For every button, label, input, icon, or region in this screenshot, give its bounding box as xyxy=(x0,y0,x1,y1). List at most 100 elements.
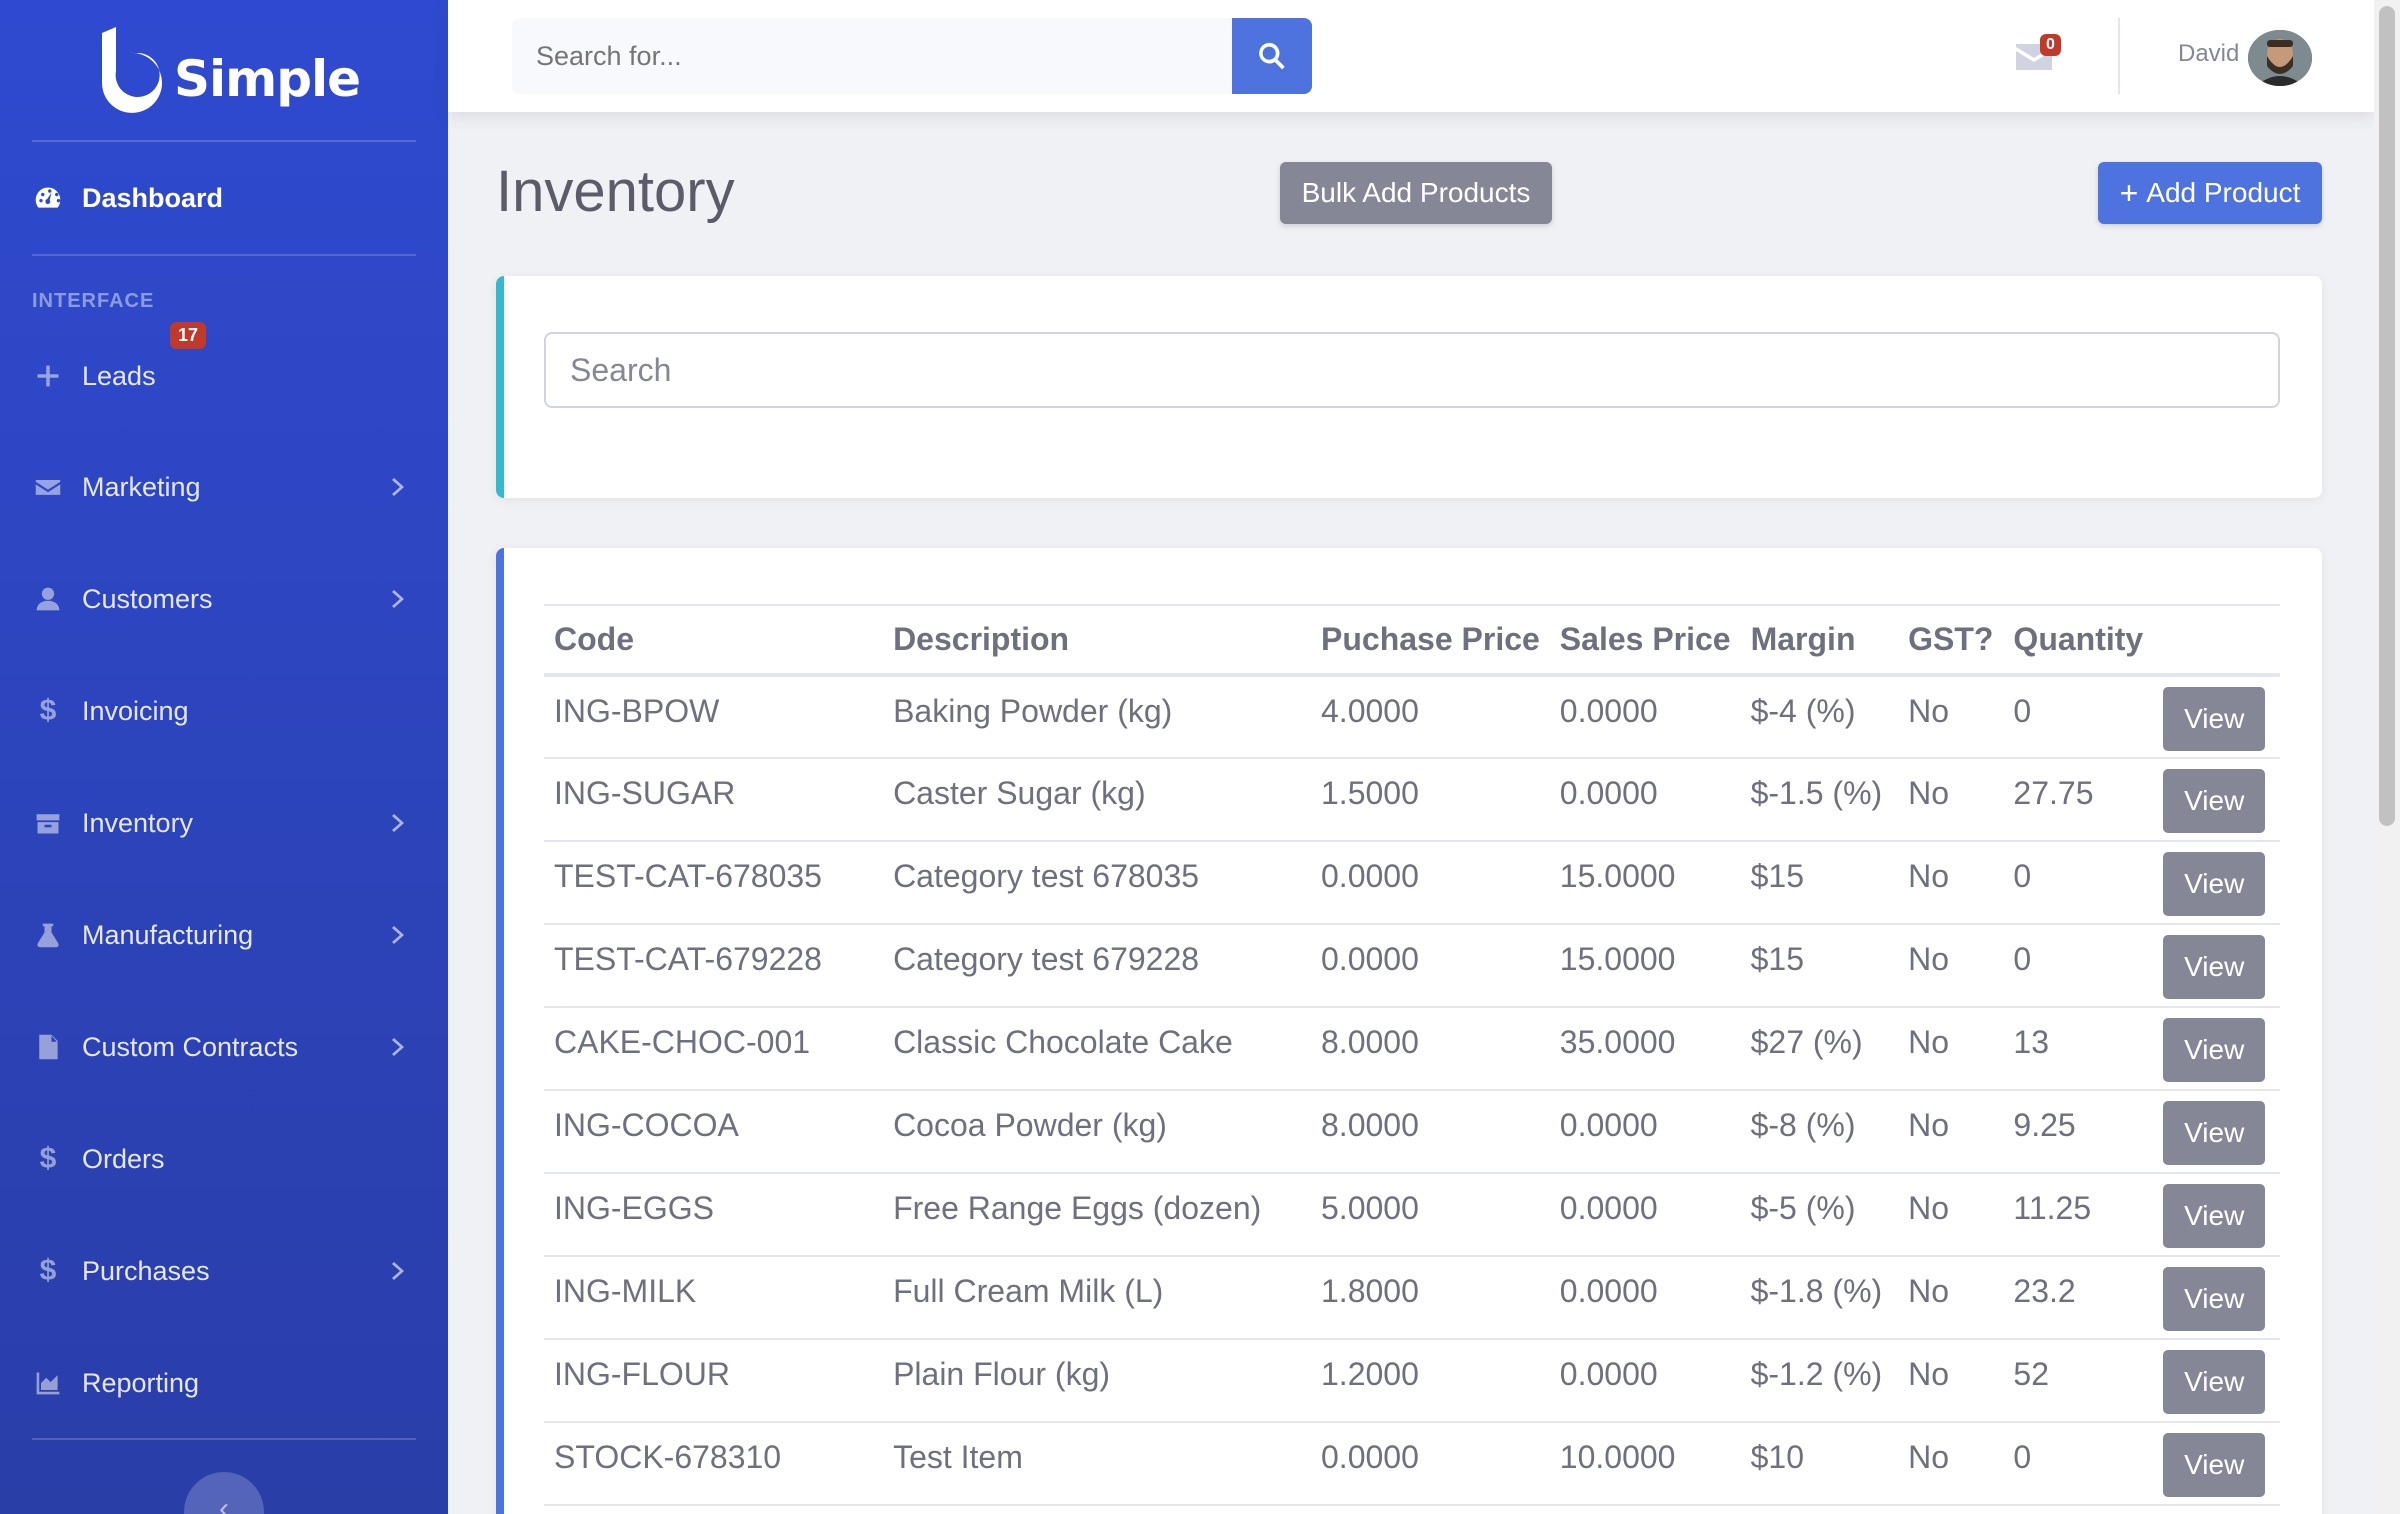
sidebar-item-marketing[interactable]: Marketing xyxy=(0,447,448,527)
cell-purchase-price: 0.0000 xyxy=(1311,1422,1550,1506)
cell-actions: View xyxy=(2153,1090,2280,1174)
sidebar-item-manufacturing[interactable]: Manufacturing xyxy=(0,895,448,975)
sidebar-item-custom-contracts[interactable]: Custom Contracts xyxy=(0,1007,448,1087)
cell-sales-price: 35.0000 xyxy=(1549,1007,1741,1091)
view-button[interactable]: View xyxy=(2163,1350,2266,1414)
cell-actions: View xyxy=(2153,1007,2280,1091)
table-row: TEST-CAT-678035 Category test 678035 0.000… xyxy=(544,841,2280,925)
cell-gst: No xyxy=(1898,841,2004,925)
cell-code: ING-MILK xyxy=(544,1256,884,1340)
bulk-add-products-button[interactable]: Bulk Add Products xyxy=(1280,162,1552,224)
sidebar-item-inventory[interactable]: Inventory xyxy=(0,783,448,863)
top-search-button[interactable] xyxy=(1232,18,1312,94)
view-button[interactable]: View xyxy=(2163,1018,2266,1082)
column-header-code[interactable]: Code xyxy=(554,621,634,657)
user-icon xyxy=(32,583,64,615)
inventory-table-card: Code Description Puchase Price Sales Pri… xyxy=(496,548,2322,1514)
brand-logo-icon xyxy=(101,27,162,113)
top-search-input[interactable] xyxy=(512,18,1232,94)
sidebar-item-label: Inventory xyxy=(82,807,194,838)
cell-margin: $27 (%) xyxy=(1740,1007,1899,1091)
page-scrollbar[interactable] xyxy=(2374,0,2400,1514)
table-row: ING-COCOA Cocoa Powder (kg) 8.0000 0.0000 $-… xyxy=(544,1090,2280,1174)
column-header-purchase-price[interactable]: Puchase Price xyxy=(1321,621,1540,657)
brand[interactable]: Simple xyxy=(0,0,448,140)
sidebar-toggle-button[interactable]: ‹ xyxy=(184,1472,264,1514)
table-header-row: Code Description Puchase Price Sales Pri… xyxy=(544,605,2280,675)
cell-actions: View xyxy=(2153,1173,2280,1257)
cell-description: Free Range Eggs (dozen) xyxy=(883,1173,1311,1257)
cell-purchase-price: 0.0000 xyxy=(1311,924,1550,1008)
cell-margin: $-1.8 (%) xyxy=(1740,1256,1899,1340)
column-header-margin[interactable]: Margin xyxy=(1750,621,1856,657)
column-header-description[interactable]: Description xyxy=(893,621,1070,657)
sidebar-divider xyxy=(32,140,416,142)
chevron-right-icon xyxy=(388,812,410,834)
view-button[interactable]: View xyxy=(2163,1433,2266,1497)
table-row: ING-EGGS Free Range Eggs (dozen) 5.0000 0.0… xyxy=(544,1173,2280,1257)
view-button[interactable]: View xyxy=(2163,769,2266,833)
sidebar-item-leads[interactable]: Leads 17 xyxy=(0,322,448,416)
cell-margin: $-1.2 (%) xyxy=(1740,1339,1899,1423)
column-header-quantity[interactable]: Quantity xyxy=(2013,621,2144,657)
cell-actions: View xyxy=(2153,1422,2280,1506)
cell-margin: $-1.5 (%) xyxy=(1740,758,1899,842)
cell-sales-price: 0.0000 xyxy=(1549,675,1741,759)
view-button[interactable]: View xyxy=(2163,852,2266,916)
cell-purchase-price: 1.2000 xyxy=(1311,1339,1550,1423)
sidebar-divider xyxy=(32,254,416,256)
cell-purchase-price: 5.0000 xyxy=(1311,1173,1550,1257)
cell-purchase-price: 4.0000 xyxy=(1311,675,1550,759)
column-header-gst[interactable]: GST? xyxy=(1908,621,1994,657)
box-icon xyxy=(32,807,64,839)
cell-description: Plain Flour (kg) xyxy=(883,1339,1311,1423)
chevron-right-icon xyxy=(388,924,410,946)
bulk-add-label: Bulk Add Products xyxy=(1301,177,1531,208)
messages-button[interactable]: 0 xyxy=(2016,34,2066,78)
cell-description: Full Cream Milk (L) xyxy=(883,1256,1311,1340)
column-header-sales-price[interactable]: Sales Price xyxy=(1559,621,1731,657)
inventory-search-input[interactable] xyxy=(544,332,2280,408)
sidebar-item-reporting[interactable]: Reporting xyxy=(0,1343,448,1423)
sidebar-heading: INTERFACE xyxy=(32,290,155,312)
messages-count-badge: 0 xyxy=(2040,34,2061,56)
cell-purchase-price: 0.0000 xyxy=(1311,841,1550,925)
cell-code: ING-SUGAR xyxy=(544,758,884,842)
cell-sales-price: 10.0000 xyxy=(1549,1422,1741,1506)
cell-gst: No xyxy=(1898,1256,2004,1340)
cell-code: STOCK-678310 xyxy=(544,1422,884,1506)
sidebar-item-orders[interactable]: $ Orders xyxy=(0,1119,448,1199)
cell-quantity: 11.25 xyxy=(2003,1173,2154,1257)
tachometer-icon xyxy=(32,182,64,214)
user-name[interactable]: David xyxy=(2178,40,2240,67)
view-button[interactable]: View xyxy=(2163,935,2266,999)
view-button[interactable]: View xyxy=(2163,687,2266,751)
cell-quantity: 13 xyxy=(2003,1007,2154,1091)
cell-purchase-price: 8.0000 xyxy=(1311,1007,1550,1091)
topbar-divider xyxy=(2118,18,2120,94)
scrollbar-thumb[interactable] xyxy=(2379,6,2395,826)
sidebar-item-label: Invoicing xyxy=(82,695,189,726)
view-button[interactable]: View xyxy=(2163,1101,2266,1165)
sidebar-item-dashboard[interactable]: Dashboard xyxy=(0,158,448,238)
sidebar-item-purchases[interactable]: $ Purchases xyxy=(0,1231,448,1311)
cell-description: Category test 679228 xyxy=(883,924,1311,1008)
avatar[interactable] xyxy=(2248,30,2312,86)
add-product-button[interactable]: + Add Product xyxy=(2098,162,2322,224)
cell-code: ING-FLOUR xyxy=(544,1339,884,1423)
cell-purchase-price: 1.5000 xyxy=(1311,758,1550,842)
view-button[interactable]: View xyxy=(2163,1267,2266,1331)
cell-actions: View xyxy=(2153,758,2280,842)
view-button[interactable]: View xyxy=(2163,1184,2266,1248)
sidebar-item-customers[interactable]: Customers xyxy=(0,559,448,639)
document-icon xyxy=(32,1031,64,1063)
chevron-right-icon xyxy=(388,1036,410,1058)
dollar-icon: $ xyxy=(39,694,57,727)
cell-margin: $10 xyxy=(1740,1422,1899,1506)
sidebar-item-invoicing[interactable]: $ Invoicing xyxy=(0,671,448,751)
search-icon xyxy=(1259,42,1285,70)
cell-quantity: 0 xyxy=(2003,1422,2154,1506)
topbar: 0 David xyxy=(448,0,2374,112)
table-row: TEST-CAT-679228 Category test 679228 0.000… xyxy=(544,924,2280,1008)
cell-sales-price: 0.0000 xyxy=(1549,1339,1741,1423)
